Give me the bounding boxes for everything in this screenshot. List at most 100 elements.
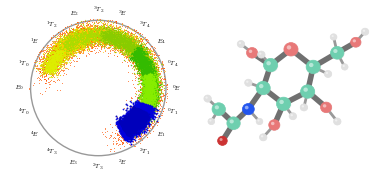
Point xyxy=(147,115,153,118)
Point xyxy=(148,59,154,61)
Point xyxy=(147,66,153,68)
Point xyxy=(57,54,63,56)
Point xyxy=(53,56,59,59)
Point xyxy=(143,105,149,108)
Point xyxy=(50,60,56,63)
Point xyxy=(129,124,135,127)
Point xyxy=(131,54,137,57)
Point xyxy=(147,104,153,106)
Point xyxy=(148,108,154,111)
Point xyxy=(135,45,141,48)
Point xyxy=(133,111,139,114)
Point xyxy=(120,34,126,37)
Point xyxy=(58,48,64,51)
Point xyxy=(144,83,150,86)
Point xyxy=(84,33,90,36)
Point xyxy=(84,27,90,29)
Point xyxy=(70,32,76,35)
Point xyxy=(122,124,128,126)
Point xyxy=(100,38,106,41)
Point xyxy=(93,28,99,31)
Point xyxy=(117,26,123,29)
Point xyxy=(98,24,104,27)
Point xyxy=(135,125,141,128)
Point xyxy=(45,66,51,69)
Point xyxy=(143,53,149,56)
Point xyxy=(57,57,64,59)
Point xyxy=(133,58,139,61)
Point xyxy=(131,114,137,116)
Point xyxy=(129,51,135,53)
Point xyxy=(122,121,128,123)
Point xyxy=(26,88,32,91)
Point xyxy=(149,52,155,55)
Point xyxy=(145,107,151,109)
Point xyxy=(78,33,84,36)
Point xyxy=(120,127,126,130)
Point xyxy=(137,107,143,110)
Point xyxy=(51,46,57,49)
Point xyxy=(133,116,139,119)
Point xyxy=(135,118,141,121)
Point xyxy=(99,46,105,49)
Point xyxy=(147,88,153,91)
Point xyxy=(89,31,95,34)
Point xyxy=(124,127,130,130)
Point xyxy=(142,91,148,94)
Point xyxy=(135,52,141,54)
Point xyxy=(131,116,137,119)
Point xyxy=(123,51,129,54)
Point xyxy=(137,107,143,110)
Point xyxy=(75,37,81,40)
Point xyxy=(131,125,137,128)
Point xyxy=(101,37,107,39)
Point xyxy=(94,26,100,28)
Point xyxy=(135,58,141,61)
Point xyxy=(140,112,146,114)
Point xyxy=(135,130,141,133)
Point xyxy=(46,69,52,72)
Point xyxy=(123,121,129,124)
Point xyxy=(57,48,63,51)
Point xyxy=(141,115,147,118)
Point xyxy=(71,48,77,51)
Point xyxy=(137,111,143,114)
Point xyxy=(133,112,139,115)
Point xyxy=(65,43,71,46)
Point xyxy=(145,117,151,120)
Point xyxy=(105,30,112,33)
Point xyxy=(127,53,133,56)
Point xyxy=(139,59,145,62)
Point xyxy=(125,130,131,133)
Point xyxy=(145,54,151,56)
Point xyxy=(121,121,127,124)
Point xyxy=(64,39,70,42)
Point xyxy=(136,104,142,107)
Point xyxy=(136,117,143,120)
Point xyxy=(131,45,137,48)
Point xyxy=(96,33,102,36)
Point xyxy=(132,121,138,124)
Point xyxy=(123,125,129,128)
Point xyxy=(48,67,54,69)
Point xyxy=(115,41,121,44)
Point xyxy=(82,32,88,35)
Point xyxy=(126,38,132,41)
Point xyxy=(129,43,135,46)
Point xyxy=(129,122,135,125)
Point xyxy=(125,132,132,135)
Point xyxy=(147,75,153,78)
Point xyxy=(136,111,142,114)
Point xyxy=(122,126,128,129)
Point xyxy=(146,107,152,110)
Point xyxy=(146,113,152,115)
Point xyxy=(45,71,51,74)
Point xyxy=(137,117,143,120)
Point xyxy=(135,55,141,58)
Point xyxy=(59,61,65,64)
Point xyxy=(134,120,140,123)
Point xyxy=(133,118,139,121)
Point xyxy=(158,80,164,83)
Point xyxy=(143,111,149,114)
Point xyxy=(137,113,143,116)
